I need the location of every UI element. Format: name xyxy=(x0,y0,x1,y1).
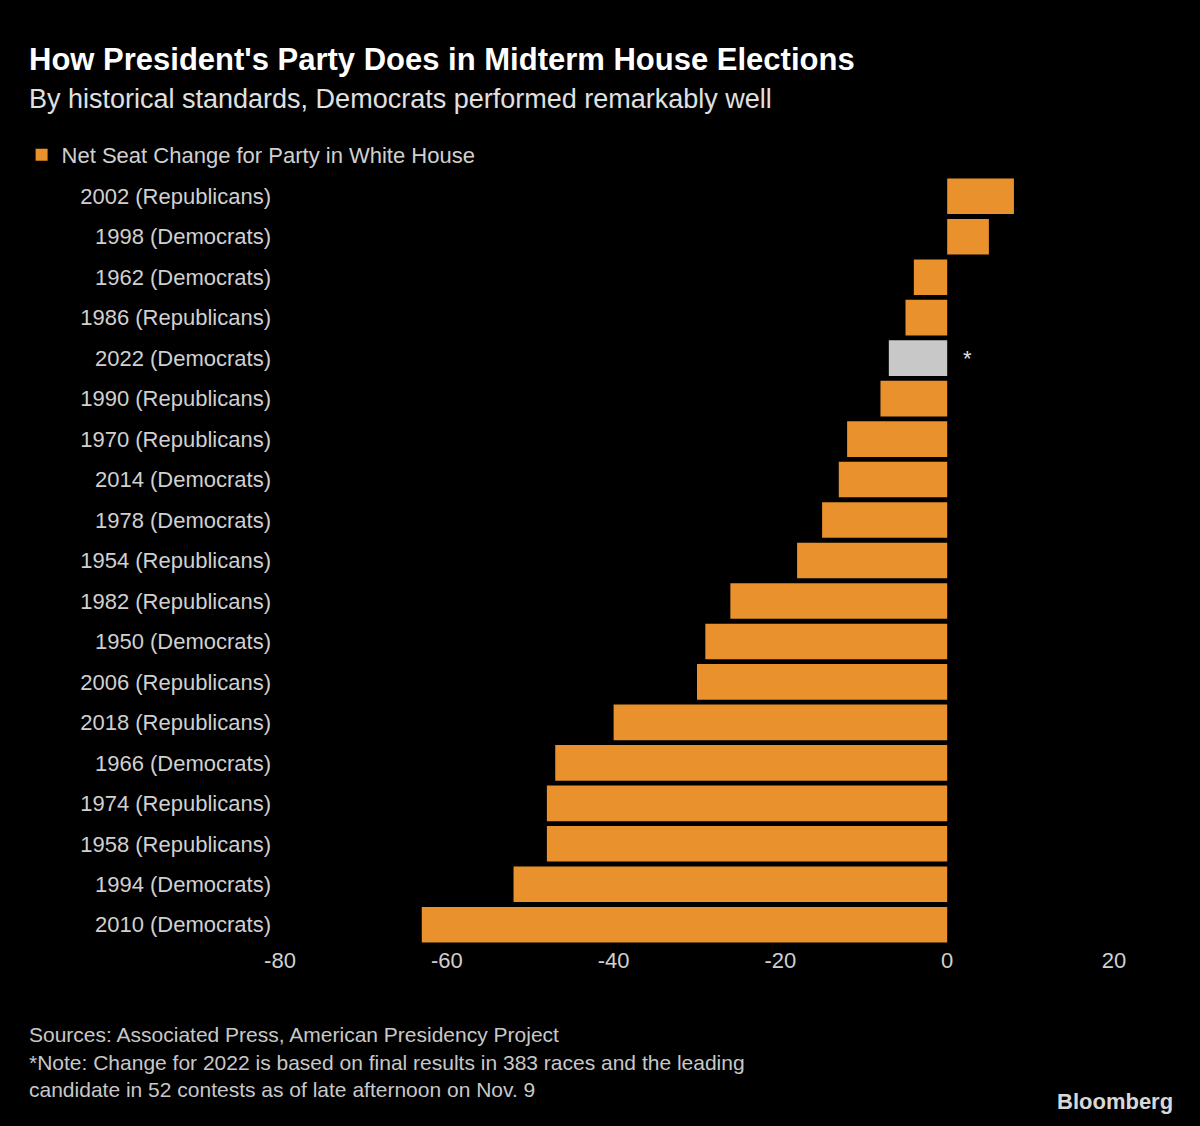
svg-text:Bloomberg: Bloomberg xyxy=(1057,1089,1173,1114)
svg-text:candidate in 52 contests as of: candidate in 52 contests as of late afte… xyxy=(29,1078,535,1101)
svg-text:-80: -80 xyxy=(264,948,296,973)
svg-text:1962 (Democrats): 1962 (Democrats) xyxy=(95,265,271,290)
svg-text:2018 (Republicans): 2018 (Republicans) xyxy=(80,710,271,735)
svg-text:1998 (Democrats): 1998 (Democrats) xyxy=(95,224,271,249)
svg-text:Sources: Associated Press, Ame: Sources: Associated Press, American Pres… xyxy=(29,1023,559,1046)
svg-text:Net Seat Change for Party in W: Net Seat Change for Party in White House xyxy=(62,143,475,168)
svg-text:1990 (Republicans): 1990 (Republicans) xyxy=(80,386,271,411)
svg-text:*Note: Change for 2022 is base: *Note: Change for 2022 is based on final… xyxy=(29,1051,745,1074)
svg-text:2022 (Democrats): 2022 (Democrats) xyxy=(95,346,271,371)
svg-text:1970 (Republicans): 1970 (Republicans) xyxy=(80,427,271,452)
svg-text:2014 (Democrats): 2014 (Democrats) xyxy=(95,467,271,492)
svg-text:*: * xyxy=(963,346,972,371)
svg-text:How President's Party Does in: How President's Party Does in Midterm Ho… xyxy=(29,42,855,77)
svg-text:1994 (Democrats): 1994 (Democrats) xyxy=(95,872,271,897)
svg-text:2010 (Democrats): 2010 (Democrats) xyxy=(95,912,271,937)
svg-text:1982 (Republicans): 1982 (Republicans) xyxy=(80,589,271,614)
svg-text:2002 (Republicans): 2002 (Republicans) xyxy=(80,184,271,209)
svg-text:1974 (Republicans): 1974 (Republicans) xyxy=(80,791,271,816)
svg-text:1954 (Republicans): 1954 (Republicans) xyxy=(80,548,271,573)
svg-text:By historical standards, Democ: By historical standards, Democrats perfo… xyxy=(29,84,772,114)
svg-text:1966 (Democrats): 1966 (Democrats) xyxy=(95,751,271,776)
svg-text:-40: -40 xyxy=(598,948,630,973)
svg-text:0: 0 xyxy=(941,948,953,973)
svg-text:1958 (Republicans): 1958 (Republicans) xyxy=(80,832,271,857)
svg-text:2006 (Republicans): 2006 (Republicans) xyxy=(80,670,271,695)
svg-text:20: 20 xyxy=(1102,948,1126,973)
svg-text:1950 (Democrats): 1950 (Democrats) xyxy=(95,629,271,654)
svg-text:-20: -20 xyxy=(765,948,797,973)
svg-text:1978 (Democrats): 1978 (Democrats) xyxy=(95,508,271,533)
svg-text:-60: -60 xyxy=(431,948,463,973)
svg-text:1986 (Republicans): 1986 (Republicans) xyxy=(80,305,271,330)
